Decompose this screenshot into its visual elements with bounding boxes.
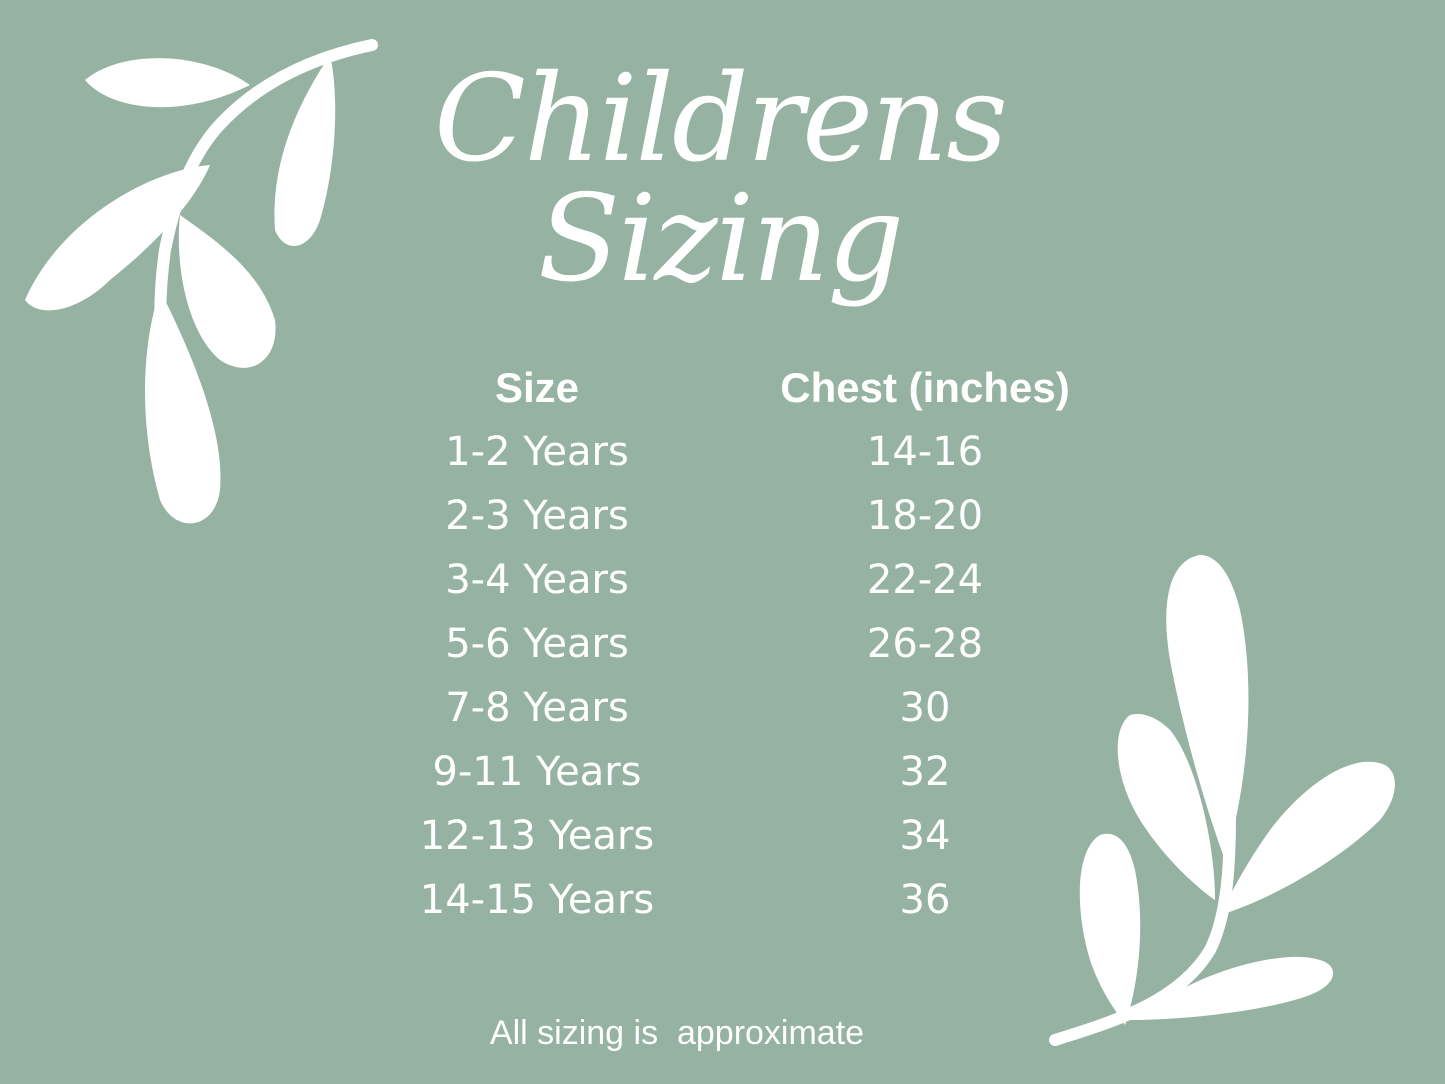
size-cell: 2-3 Years	[445, 493, 629, 539]
chest-cell: 18-20	[866, 493, 984, 539]
size-cell: 9-11 Years	[432, 749, 642, 795]
chest-header: Chest (inches)	[780, 364, 1070, 411]
chest-cell: 36	[899, 877, 951, 923]
chest-cell: 30	[899, 685, 951, 731]
size-cell: 12-13 Years	[419, 813, 655, 859]
chest-cell: 14-16	[866, 429, 984, 475]
size-column: Size 1-2 Years 2-3 Years 3-4 Years 5-6 Y…	[357, 362, 717, 938]
size-cell: 14-15 Years	[419, 877, 655, 923]
chest-cell: 34	[899, 813, 951, 859]
footer-note: All sizing is approximate	[489, 1014, 865, 1052]
leaf-branch-icon	[25, 39, 378, 524]
size-cell: 3-4 Years	[445, 557, 629, 603]
chest-cell: 22-24	[866, 557, 984, 603]
chest-cell: 26-28	[866, 621, 984, 667]
size-cell: 1-2 Years	[445, 429, 629, 475]
size-header: Size	[494, 364, 580, 411]
chest-cell: 32	[899, 749, 951, 795]
size-cell: 5-6 Years	[445, 621, 629, 667]
leaf-branch-icon	[1049, 555, 1395, 1046]
chest-column: Chest (inches) 14-16 18-20 22-24 26-28 3…	[725, 362, 1125, 938]
page-title: Childrens Sizing	[434, 50, 1008, 309]
size-cell: 7-8 Years	[445, 685, 629, 731]
